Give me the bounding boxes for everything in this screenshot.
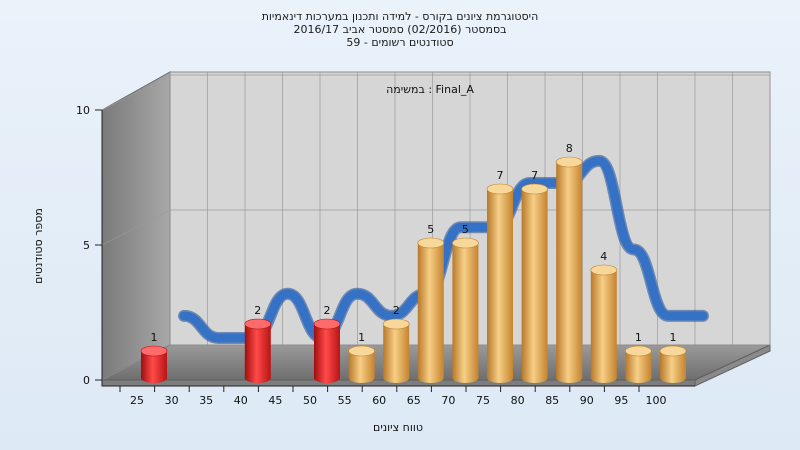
data-label: 5 (427, 223, 434, 236)
x-tick-label: 30 (165, 394, 179, 407)
x-tick-label: 85 (545, 394, 559, 407)
bar-body (487, 189, 513, 378)
curve-ribbon (179, 156, 708, 343)
y-tick-label: 5 (83, 239, 90, 252)
bar-base (244, 373, 271, 383)
bar-base (452, 373, 479, 383)
data-label: 2 (393, 304, 400, 317)
x-tick-label: 50 (303, 394, 317, 407)
data-label: 1 (151, 331, 158, 344)
bar-body (590, 270, 617, 378)
bar (140, 345, 168, 383)
bar (417, 237, 445, 383)
bar (625, 345, 652, 383)
bar (590, 264, 618, 383)
data-label: 8 (566, 142, 573, 155)
bar (382, 318, 410, 383)
data-label: 1 (670, 331, 677, 344)
bar (313, 318, 341, 383)
y-tick-label: 10 (76, 104, 90, 117)
x-tick-label: 90 (580, 394, 594, 407)
bar (244, 318, 272, 383)
annotation-label: במשימה : Final_A (386, 83, 474, 96)
x-tick-label: 100 (646, 394, 667, 407)
bar-body (452, 243, 479, 378)
x-tick-label: 65 (407, 394, 421, 407)
bar-base (487, 373, 513, 383)
bar (659, 345, 687, 383)
bar-top (313, 318, 341, 330)
data-label: 7 (531, 169, 538, 182)
left-wall (101, 71, 171, 381)
bar-top (590, 264, 618, 276)
data-label: 4 (600, 250, 607, 263)
x-tick-label: 45 (268, 394, 282, 407)
bar-body (314, 324, 340, 378)
y-axis-ticks: 0 5 10 (76, 104, 103, 387)
data-labels-layer: 1 2 2 1 2 5 5 7 7 8 4 1 1 (151, 142, 677, 344)
x-tick-label: 95 (614, 394, 628, 407)
bar-top (625, 345, 652, 357)
bar-base (141, 373, 167, 383)
bar-top (521, 183, 548, 195)
bar-body (383, 324, 410, 378)
bar-base (521, 373, 548, 383)
bars-layer (140, 156, 687, 383)
grid-line (101, 74, 171, 111)
bar-top (244, 318, 272, 330)
chart-title: היסטוגרמת ציונים בקורס - למידה ותכנון במ… (0, 10, 800, 49)
distribution-curve (178, 154, 709, 345)
bar (555, 156, 583, 383)
x-axis-ticks: 25 30 35 40 45 50 55 60 65 70 75 80 85 90 95 100 (102, 385, 695, 407)
bar (348, 345, 375, 383)
bar-base (314, 373, 340, 383)
bar-body (521, 189, 548, 378)
grid-line (101, 209, 171, 246)
bar-top (140, 345, 168, 357)
bar-top (486, 183, 514, 195)
bar (486, 183, 514, 383)
x-tick-label: 55 (338, 394, 352, 407)
bar-body (244, 324, 271, 378)
title-line-3: סטודנטים רשומים - 59 (346, 36, 454, 49)
bar-base (417, 373, 444, 383)
data-label: 7 (497, 169, 504, 182)
x-axis-title: טווח ציונים (373, 421, 423, 434)
y-tick-label: 0 (83, 374, 90, 387)
data-label: 2 (324, 304, 331, 317)
bar-top (417, 237, 445, 249)
bar-base (660, 373, 686, 383)
x-tick-label: 40 (234, 394, 248, 407)
bar-top (659, 345, 687, 357)
x-tick-label: 60 (372, 394, 386, 407)
y-axis-title: מספר סטודנטים (32, 208, 45, 284)
bar-base (556, 373, 583, 383)
x-tick-label: 70 (441, 394, 455, 407)
floor-right-edge (694, 344, 771, 387)
bar-base (625, 373, 652, 383)
x-tick-label: 25 (130, 394, 144, 407)
bar-top (348, 345, 375, 357)
data-label: 2 (254, 304, 261, 317)
bar-top (382, 318, 410, 330)
bar (452, 237, 479, 383)
bar-body (556, 162, 583, 378)
bar-top (555, 156, 583, 168)
bar-body (417, 243, 444, 378)
data-label: 1 (635, 331, 642, 344)
title-line-2: בסמסטר (02/2016) סמסטר אביב 2016/17 (293, 23, 507, 36)
x-tick-label: 80 (511, 394, 525, 407)
bar-base (383, 373, 410, 383)
data-label: 5 (462, 223, 469, 236)
bar (521, 183, 548, 383)
x-tick-label: 35 (199, 394, 213, 407)
bar-top (452, 237, 479, 249)
bar-base (348, 373, 375, 383)
bar-base (590, 373, 617, 383)
title-line-1: היסטוגרמת ציונים בקורס - למידה ותכנון במ… (261, 10, 539, 23)
data-label: 1 (358, 331, 365, 344)
x-tick-label: 75 (476, 394, 490, 407)
